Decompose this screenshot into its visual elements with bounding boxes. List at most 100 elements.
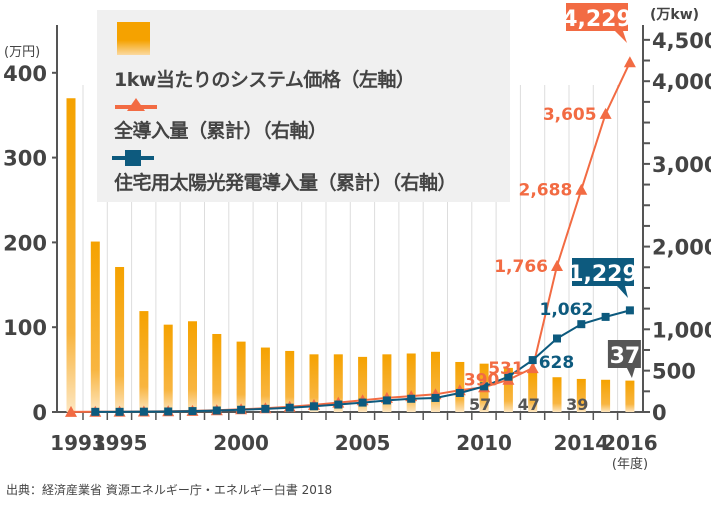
x-tick-label: 2016 <box>602 431 658 455</box>
price-data-label: 39 <box>566 395 588 414</box>
right-tick-label: 0 <box>652 401 667 425</box>
residential-point <box>334 400 343 409</box>
residential-data-label: 1,229 <box>568 262 638 287</box>
total-point <box>599 107 612 119</box>
x-tick-label: 1995 <box>92 431 148 455</box>
price-bar <box>406 353 416 412</box>
residential-point <box>358 398 367 407</box>
residential-point <box>285 403 294 412</box>
total-callout-box <box>566 3 628 31</box>
residential-data-label: 628 <box>539 353 575 373</box>
price-bar <box>236 341 246 412</box>
right-tick-label: 1,000 <box>652 318 711 342</box>
residential-point <box>480 382 489 391</box>
price-bar <box>625 380 635 412</box>
residential-point <box>455 388 464 397</box>
price-bar <box>260 347 270 412</box>
residential-point <box>164 407 173 416</box>
legend-total-label: 全導入量（累計）（右軸） <box>114 120 327 142</box>
price-bar <box>528 372 538 412</box>
residential-point <box>115 407 124 416</box>
price-bar <box>163 324 173 412</box>
left-tick-label: 100 <box>3 316 47 340</box>
residential-point <box>382 396 391 405</box>
legend-residential-label: 住宅用太陽光発電導入量（累計）（右軸） <box>114 172 457 194</box>
residential-point <box>91 407 100 416</box>
residential-point <box>431 393 440 402</box>
total-point <box>551 259 563 271</box>
total-point <box>623 56 636 68</box>
residential-callout-box <box>572 258 634 286</box>
source-note: 出典：経済産業省 資源エネルギー庁・エネルギー白書 2018 <box>6 483 333 497</box>
legend-bar-swatch <box>117 22 150 55</box>
price-bar <box>333 354 343 412</box>
x-tick-label: 2005 <box>335 431 391 455</box>
total-point <box>65 405 77 417</box>
legend-residential-marker-icon <box>112 150 154 166</box>
right-tick-label: 2,000 <box>652 236 711 260</box>
residential-point <box>553 334 561 343</box>
price-bar <box>90 241 100 412</box>
residential-point <box>139 407 148 416</box>
residential-point <box>310 402 318 411</box>
price-bar <box>576 378 586 412</box>
price-bar <box>66 98 76 413</box>
residential-point <box>237 405 246 414</box>
price-bar <box>503 367 513 412</box>
legend-price-label: 1kw当たりのシステム価格（左軸） <box>114 69 415 91</box>
total-data-label: 531 <box>488 359 524 379</box>
residential-point <box>261 404 270 413</box>
price-bar <box>139 311 149 412</box>
price-bar <box>358 356 368 412</box>
total-data-label: 3,605 <box>543 105 597 125</box>
price-callout-pointer <box>626 368 635 378</box>
price-callout-box <box>607 340 641 368</box>
total-data-label: 390 <box>464 371 500 391</box>
x-tick-label: 2000 <box>213 431 269 455</box>
price-bar <box>309 354 319 412</box>
right-tick-label: 3,000 <box>652 153 711 177</box>
total-point <box>575 183 588 195</box>
price-bar <box>188 321 197 412</box>
residential-point <box>212 406 221 415</box>
price-bar <box>552 377 562 412</box>
residential-point <box>188 407 197 416</box>
price-data-label: 37 <box>610 344 641 369</box>
residential-callout-pointer <box>617 286 628 298</box>
price-bar <box>285 350 295 412</box>
x-tick-label: 1993 <box>50 431 106 455</box>
x-tick-label: 2014 <box>553 431 609 455</box>
left-tick-label: 200 <box>3 231 47 255</box>
left-tick-label: 400 <box>3 62 47 86</box>
right-tick-label: 4,500 <box>652 29 711 53</box>
price-bar <box>382 354 392 412</box>
right-axis-unit: (万kw) <box>650 7 699 23</box>
total-data-label: 2,688 <box>519 181 573 201</box>
price-bar <box>212 333 222 412</box>
left-tick-label: 300 <box>3 147 47 171</box>
residential-point <box>625 306 634 315</box>
price-bar <box>115 266 125 412</box>
x-axis-unit: (年度) <box>612 456 648 472</box>
left-axis-unit: (万円) <box>4 45 40 60</box>
residential-point <box>528 356 537 365</box>
legend-total-marker-icon <box>115 98 157 111</box>
right-tick-label: 4,000 <box>652 70 711 94</box>
residential-data-label: 1,062 <box>540 300 594 320</box>
price-data-label: 57 <box>469 395 491 414</box>
total-callout-pointer <box>615 31 627 43</box>
right-tick-label: 500 <box>652 360 696 384</box>
x-tick-label: 2010 <box>456 431 512 455</box>
residential-point <box>601 312 610 321</box>
total-point <box>526 362 539 374</box>
left-tick-label: 0 <box>32 401 47 425</box>
legend: 1kw当たりのシステム価格（左軸） 全導入量（累計）（右軸） 住宅用太陽光発電導… <box>97 10 510 202</box>
price-bar <box>601 379 611 412</box>
price-data-label: 47 <box>518 395 540 414</box>
total-data-label: 4,229 <box>562 7 632 32</box>
price-bar <box>431 351 440 412</box>
total-data-label: 1,766 <box>494 257 548 277</box>
residential-point <box>577 320 586 329</box>
